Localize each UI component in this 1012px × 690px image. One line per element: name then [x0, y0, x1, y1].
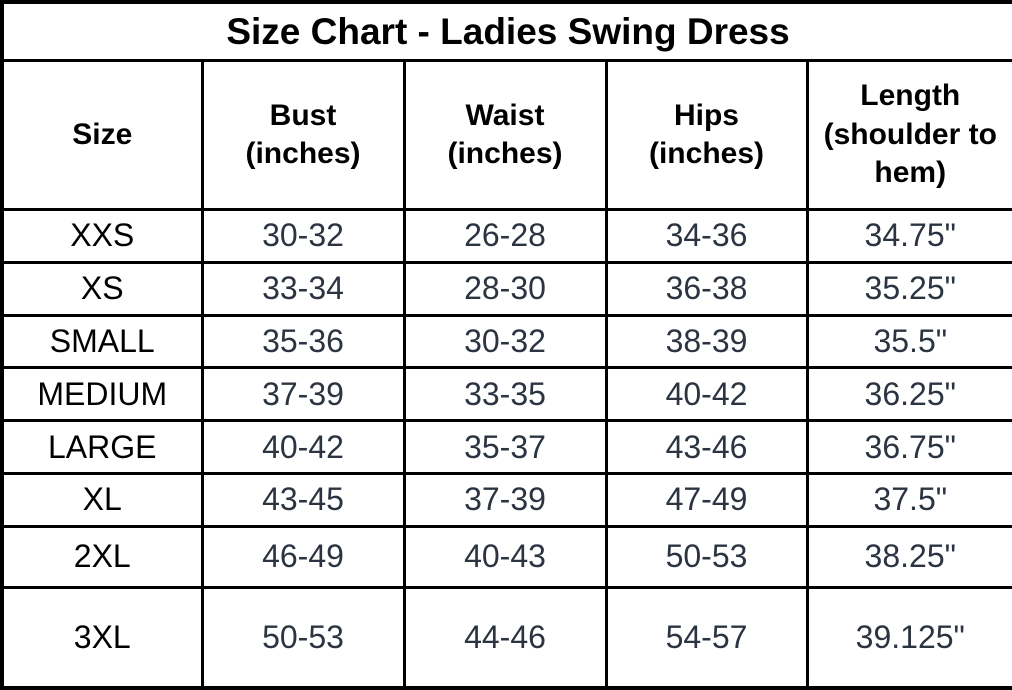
- length-value: 36.25": [805, 366, 1012, 423]
- bust-value: 40-42: [200, 419, 406, 476]
- bust-value: 46-49: [200, 524, 406, 590]
- bust-value: 50-53: [200, 586, 406, 690]
- table-row-large: LARGE 40-42 35-37 43-46 36.75": [0, 419, 1012, 476]
- table-row-xl: XL 43-45 37-39 47-49 37.5": [0, 472, 1012, 528]
- size-label: 3XL: [0, 586, 204, 690]
- size-label: MEDIUM: [0, 366, 204, 423]
- table-row-xxs: XXS 30-32 26-28 34-36 34.75": [0, 208, 1012, 264]
- bust-value: 43-45: [200, 472, 406, 528]
- column-header-waist: Waist (inches): [402, 59, 608, 212]
- table-row-3xl: 3XL 50-53 44-46 54-57 39.125": [0, 586, 1012, 690]
- waist-value: 35-37: [402, 419, 608, 476]
- table-row-xs: XS 33-34 28-30 36-38 35.25": [0, 260, 1012, 317]
- column-header-bust: Bust (inches): [200, 59, 406, 212]
- bust-value: 35-36: [200, 313, 406, 370]
- chart-title: Size Chart - Ladies Swing Dress: [0, 0, 1012, 63]
- waist-value: 33-35: [402, 366, 608, 423]
- column-header-size: Size: [0, 59, 204, 212]
- hips-value: 38-39: [604, 313, 809, 370]
- length-value: 38.25": [805, 524, 1012, 590]
- hips-value: 43-46: [604, 419, 809, 476]
- length-value: 37.5": [805, 472, 1012, 528]
- waist-value: 28-30: [402, 260, 608, 317]
- size-label: XXS: [0, 208, 204, 264]
- waist-value: 37-39: [402, 472, 608, 528]
- waist-value: 30-32: [402, 313, 608, 370]
- length-value: 34.75": [805, 208, 1012, 264]
- size-label: 2XL: [0, 524, 204, 590]
- size-label: XL: [0, 472, 204, 528]
- hips-value: 50-53: [604, 524, 809, 590]
- bust-value: 30-32: [200, 208, 406, 264]
- table-row-small: SMALL 35-36 30-32 38-39 35.5": [0, 313, 1012, 370]
- hips-value: 47-49: [604, 472, 809, 528]
- length-value: 36.75": [805, 419, 1012, 476]
- table-row-2xl: 2XL 46-49 40-43 50-53 38.25": [0, 524, 1012, 590]
- hips-value: 34-36: [604, 208, 809, 264]
- length-value: 35.5": [805, 313, 1012, 370]
- hips-value: 40-42: [604, 366, 809, 423]
- column-header-length: Length (shoulder to hem): [805, 59, 1012, 212]
- column-header-hips: Hips (inches): [604, 59, 809, 212]
- size-label: SMALL: [0, 313, 204, 370]
- waist-value: 44-46: [402, 586, 608, 690]
- length-value: 39.125": [805, 586, 1012, 690]
- length-value: 35.25": [805, 260, 1012, 317]
- header-row: Size Bust (inches) Waist (inches) Hips (…: [0, 59, 1012, 212]
- bust-value: 37-39: [200, 366, 406, 423]
- title-row: Size Chart - Ladies Swing Dress: [0, 0, 1012, 63]
- table-row-medium: MEDIUM 37-39 33-35 40-42 36.25": [0, 366, 1012, 423]
- size-label: LARGE: [0, 419, 204, 476]
- waist-value: 26-28: [402, 208, 608, 264]
- hips-value: 54-57: [604, 586, 809, 690]
- waist-value: 40-43: [402, 524, 608, 590]
- hips-value: 36-38: [604, 260, 809, 317]
- size-label: XS: [0, 260, 204, 317]
- bust-value: 33-34: [200, 260, 406, 317]
